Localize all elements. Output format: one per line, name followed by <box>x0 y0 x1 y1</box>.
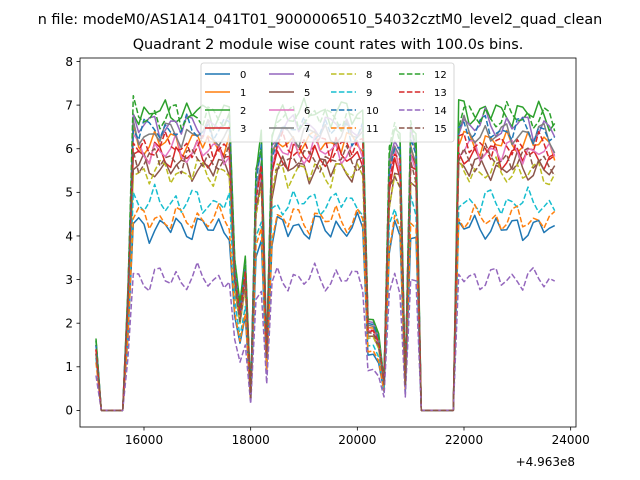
series-line-0 <box>95 211 556 412</box>
series-line-13 <box>95 130 556 412</box>
series-line-12 <box>95 94 556 412</box>
legend-label-9: 9 <box>366 88 372 99</box>
y-tick-label: 0 <box>65 404 73 418</box>
chart-suptitle: n file: modeM0/AS1A14_041T01_9000006510_… <box>38 12 603 28</box>
x-tick-label: 22000 <box>445 433 483 447</box>
series-line-15 <box>95 142 556 412</box>
axes-frame <box>79 57 577 428</box>
series-line-11 <box>95 203 556 412</box>
legend-label-7: 7 <box>304 124 310 135</box>
x-tick-label: 24000 <box>552 433 590 447</box>
y-tick-label: 3 <box>65 273 73 287</box>
y-tick-label: 5 <box>65 186 73 200</box>
series-line-8 <box>95 156 556 412</box>
legend-label-3: 3 <box>240 124 246 135</box>
y-tick-label: 1 <box>65 360 73 374</box>
legend-box <box>200 62 455 143</box>
legend-label-1: 1 <box>240 88 246 99</box>
series-line-3 <box>95 136 556 412</box>
legend-label-0: 0 <box>240 70 246 81</box>
series-line-14 <box>95 261 556 412</box>
legend-label-2: 2 <box>240 106 246 117</box>
x-tick-label: 16000 <box>125 433 163 447</box>
legend-label-4: 4 <box>304 70 310 81</box>
legend-label-12: 12 <box>434 70 447 81</box>
legend-label-11: 11 <box>366 124 379 135</box>
x-offset-label: +4.963e8 <box>516 455 575 469</box>
y-tick-label: 8 <box>65 55 73 69</box>
legend-label-5: 5 <box>304 88 310 99</box>
y-tick-label: 2 <box>65 316 73 330</box>
series-line-6 <box>95 132 556 412</box>
series-line-5 <box>95 150 556 412</box>
legend-label-6: 6 <box>304 106 310 117</box>
y-tick-label: 4 <box>65 229 73 243</box>
legend-label-8: 8 <box>366 70 372 81</box>
legend-label-13: 13 <box>434 88 447 99</box>
chart-title: Quadrant 2 module wise count rates with … <box>133 37 524 53</box>
y-tick-label: 6 <box>65 142 73 156</box>
y-tick-label: 7 <box>65 98 73 112</box>
series-line-9 <box>95 183 556 412</box>
legend-label-10: 10 <box>366 106 379 117</box>
series-line-10 <box>95 113 556 412</box>
legend-label-15: 15 <box>434 124 447 135</box>
x-tick-label: 20000 <box>338 433 376 447</box>
legend-label-14: 14 <box>434 106 447 117</box>
plot-area <box>95 94 556 412</box>
x-tick-label: 18000 <box>232 433 270 447</box>
